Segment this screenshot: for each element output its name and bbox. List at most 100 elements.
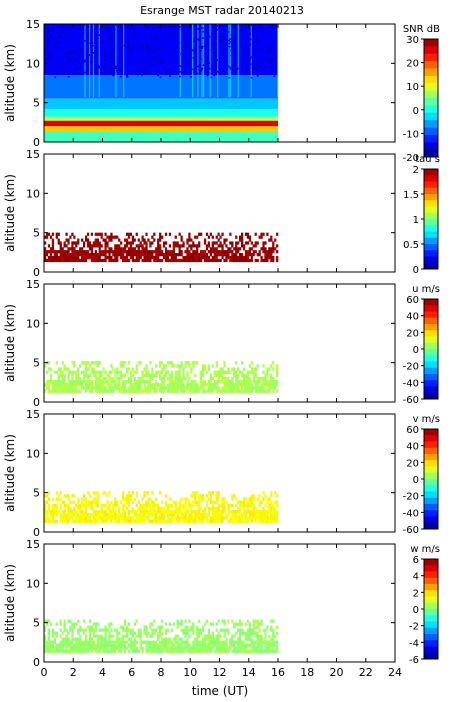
data-cell	[227, 646, 230, 650]
data-cell	[96, 241, 99, 245]
data-cell	[194, 386, 197, 390]
data-cell	[120, 376, 123, 381]
data-cell	[254, 232, 257, 236]
data-cell	[73, 361, 76, 365]
data-cell	[248, 628, 251, 632]
data-cell	[266, 509, 269, 514]
data-cell	[47, 386, 51, 390]
data-speck	[229, 38, 232, 40]
data-cell	[145, 253, 148, 257]
data-cell	[161, 367, 164, 371]
data-cell	[227, 619, 230, 623]
data-cell	[252, 503, 255, 508]
data-cell	[122, 509, 125, 514]
data-cell	[188, 250, 191, 254]
data-speck	[268, 61, 271, 63]
data-cell	[98, 232, 101, 236]
data-speck	[142, 57, 145, 60]
data-cell	[196, 258, 199, 263]
data-cell	[174, 258, 177, 263]
data-cell	[51, 503, 55, 508]
data-cell	[260, 509, 263, 514]
data-speck	[158, 26, 161, 28]
data-cell	[51, 640, 55, 644]
data-cell	[217, 640, 220, 644]
data-speck	[229, 40, 232, 43]
colorbar-tick-label: -40	[403, 378, 419, 389]
colorbar-step	[424, 225, 438, 232]
data-speck	[50, 55, 53, 57]
data-cell	[59, 513, 62, 517]
data-cell	[184, 643, 187, 647]
colorbar-step	[424, 565, 438, 572]
data-cell	[161, 258, 164, 263]
colorbar-step	[424, 219, 438, 226]
data-cell	[221, 646, 224, 650]
data-cell	[135, 244, 138, 248]
data-cell	[215, 497, 218, 501]
data-cell	[67, 241, 70, 245]
data-cell	[145, 646, 148, 650]
data-speck	[176, 30, 179, 32]
data-cell	[262, 491, 265, 495]
data-cell	[102, 491, 105, 495]
data-speck	[213, 74, 216, 77]
data-cell	[248, 258, 251, 263]
data-cell	[75, 241, 78, 245]
data-cell	[209, 643, 212, 647]
data-cell	[133, 513, 136, 517]
data-cell	[139, 509, 142, 514]
data-cell	[84, 379, 88, 384]
data-cell	[159, 253, 162, 257]
data-cell	[248, 625, 251, 629]
data-cell	[120, 250, 123, 254]
data-cell	[71, 519, 74, 523]
data-cell	[114, 379, 117, 384]
data-speck	[179, 65, 182, 67]
data-cell	[164, 637, 168, 641]
data-cell	[69, 625, 72, 629]
data-cell	[162, 513, 166, 517]
data-cell	[84, 519, 88, 523]
data-cell	[88, 631, 92, 635]
data-cell	[96, 253, 99, 257]
data-cell	[213, 247, 216, 251]
data-cell	[59, 258, 62, 263]
data-cell	[83, 628, 86, 632]
data-cell	[254, 640, 257, 644]
data-cell	[207, 640, 211, 644]
data-cell	[250, 386, 253, 390]
data-cell	[217, 258, 220, 263]
data-cell	[51, 509, 55, 514]
data-cell	[258, 513, 261, 517]
data-cell	[231, 255, 234, 260]
data-cell	[211, 491, 214, 495]
data-speck	[61, 26, 64, 28]
colorbar-step	[424, 479, 438, 486]
data-cell	[172, 622, 175, 626]
data-cell	[45, 258, 49, 263]
data-cell	[137, 253, 140, 257]
data-speck	[78, 67, 81, 69]
data-speck	[96, 72, 99, 74]
data-cell	[149, 625, 152, 629]
data-cell	[252, 631, 255, 635]
data-cell	[256, 383, 259, 387]
data-cell	[213, 516, 216, 520]
data-speck	[179, 71, 182, 73]
data-cell	[44, 247, 47, 251]
data-cell	[231, 244, 234, 248]
data-cell	[135, 386, 138, 390]
data-cell	[131, 509, 134, 514]
data-cell	[118, 649, 121, 653]
data-cell	[188, 238, 191, 242]
data-speck	[55, 32, 58, 35]
data-cell	[71, 622, 74, 626]
data-cell	[90, 513, 94, 517]
data-cell	[207, 367, 211, 371]
data-cell	[174, 244, 177, 248]
data-cell	[123, 361, 127, 365]
data-cell	[104, 247, 107, 251]
data-cell	[55, 509, 58, 514]
data-cell	[81, 503, 84, 508]
